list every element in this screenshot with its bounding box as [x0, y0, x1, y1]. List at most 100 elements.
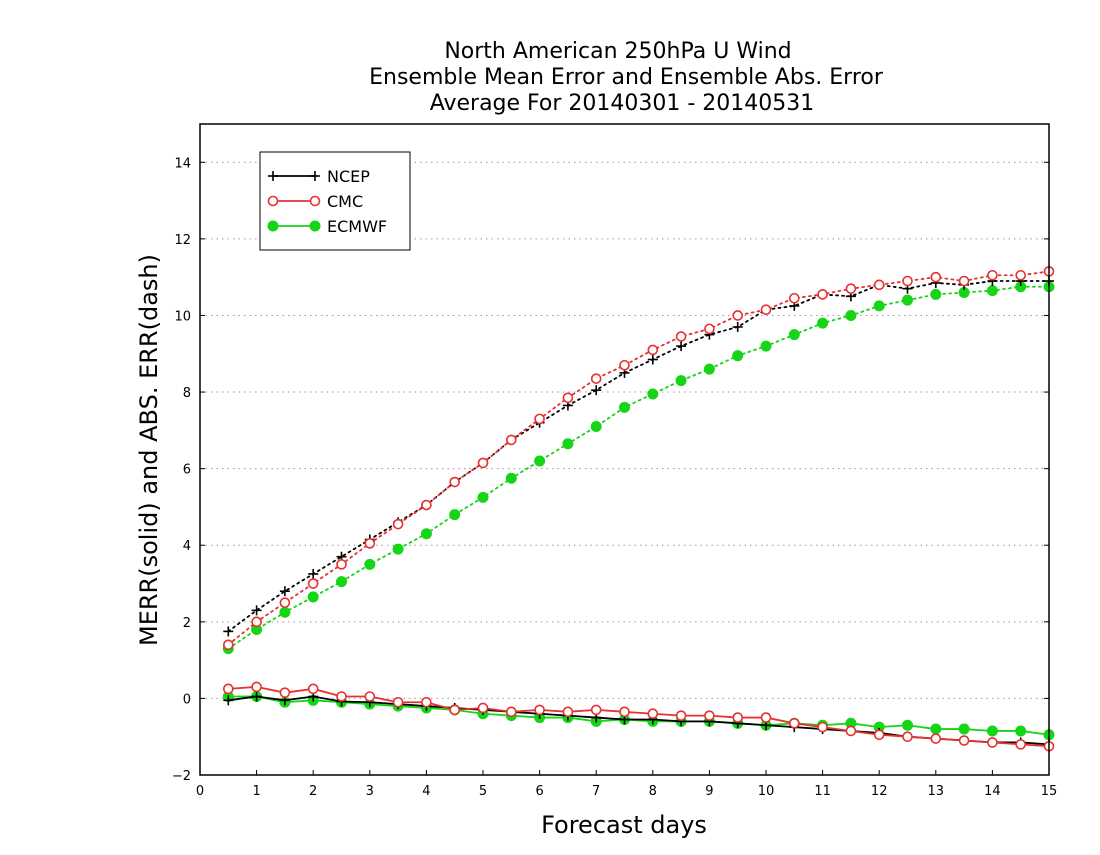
y-tick-label: 8 — [183, 386, 191, 401]
x-tick-label: 14 — [984, 784, 1001, 799]
merr-point-cmc — [873, 729, 885, 741]
y-tick-label: 12 — [174, 233, 191, 248]
abs-err-point-cmc — [930, 271, 942, 283]
abs-err-point-ecmwf — [364, 558, 376, 570]
merr-point-cmc — [817, 721, 828, 733]
abs-err-point-ncep — [732, 321, 743, 332]
abs-err-point-cmc — [873, 279, 885, 291]
merr-point-cmc — [364, 691, 376, 702]
abs-err-point-cmc — [619, 359, 630, 371]
title-line-2: Ensemble Mean Error and Ensemble Abs. Er… — [369, 65, 884, 90]
merr-point-cmc — [647, 708, 659, 720]
abs-err-point-ecmwf — [788, 329, 800, 341]
legend-marker-ncep — [268, 171, 278, 181]
x-tick-label: 12 — [871, 784, 888, 799]
x-axis-label: Forecast days — [541, 811, 707, 839]
abs-err-point-cmc — [1015, 269, 1027, 281]
abs-err-point-ecmwf — [392, 543, 404, 555]
plot-frame — [199, 123, 1050, 776]
legend-marker-ecmwf — [309, 220, 321, 232]
merr-point-cmc — [505, 706, 517, 718]
abs-err-point-cmc — [732, 310, 744, 321]
x-tick-label: 15 — [1041, 784, 1058, 799]
x-tick-label: 9 — [705, 784, 713, 799]
abs-err-point-ecmwf — [619, 401, 630, 413]
abs-err-point-ecmwf — [760, 340, 772, 352]
merr-point-cmc — [336, 691, 347, 702]
merr-point-cmc — [902, 731, 913, 743]
abs-err-point-cmc — [251, 616, 262, 628]
merr-point-cmc — [788, 718, 800, 729]
abs-err-point-ncep — [676, 341, 687, 352]
legend-marks — [267, 171, 321, 232]
abs-err-point-ecmwf — [817, 317, 829, 329]
merr-point-cmc — [534, 704, 545, 716]
merr-point-ncep — [223, 695, 234, 706]
merr-point-cmc — [590, 704, 602, 716]
x-tick-label: 10 — [758, 784, 775, 799]
merr-point-cmc — [704, 710, 715, 721]
x-tick-label: 1 — [252, 784, 260, 799]
abs-err-point-ecmwf — [845, 309, 857, 321]
abs-err-point-ecmwf — [449, 509, 461, 521]
abs-err-point-cmc — [590, 373, 602, 384]
x-tick-label: 4 — [422, 784, 430, 799]
merr-point-cmc — [223, 683, 234, 695]
abs-err-point-ncep — [591, 385, 602, 396]
merr-point-cmc — [307, 683, 319, 695]
x-tick-label: 8 — [649, 784, 657, 799]
merr-point-cmc — [1015, 739, 1027, 750]
abs-err-point-cmc — [336, 559, 347, 570]
y-tick-label: 14 — [174, 156, 191, 171]
abs-err-point-ecmwf — [279, 606, 291, 618]
y-tick-label: −2 — [172, 769, 191, 784]
abs-err-point-ecmwf — [902, 294, 913, 306]
x-tick-label: 11 — [814, 784, 831, 799]
title-line-3: Average For 20140301 - 20140531 — [430, 91, 815, 116]
abs-err-point-ncep — [279, 586, 290, 597]
merr-point-cmc — [562, 706, 574, 718]
x-tick-label: 2 — [309, 784, 317, 799]
abs-err-point-cmc — [364, 538, 376, 549]
abs-err-point-ecmwf — [930, 288, 942, 300]
abs-err-point-cmc — [987, 269, 998, 281]
merr-point-cmc — [251, 681, 262, 693]
abs-err-point-cmc — [675, 331, 687, 342]
abs-err-point-ecmwf — [307, 591, 319, 603]
merr-point-cmc — [619, 706, 630, 718]
abs-err-point-cmc — [647, 344, 659, 356]
abs-err-point-cmc — [760, 304, 772, 316]
abs-err-point-cmc — [223, 639, 234, 651]
x-tick-label: 6 — [535, 784, 543, 799]
merr-point-ncep — [251, 691, 262, 702]
merr-point-cmc — [987, 737, 998, 748]
merr-line-cmc — [228, 686, 1050, 748]
abs-err-point-cmc — [449, 476, 461, 488]
legend-marker-ncep — [310, 171, 320, 181]
merr-point-cmc — [930, 733, 942, 744]
abs-err-point-cmc — [958, 275, 970, 287]
merr-point-ecmwf — [958, 723, 970, 735]
abs-err-line-ncep — [227, 280, 1050, 633]
abs-err-point-cmc — [817, 289, 828, 300]
merr-point-ecmwf — [902, 719, 913, 731]
abs-err-point-cmc — [477, 457, 489, 469]
abs-err-point-ecmwf — [590, 421, 602, 433]
y-tick-label: 0 — [183, 692, 191, 707]
legend-label-ecmwf: ECMWF — [327, 217, 387, 236]
legend-marker-cmc — [309, 195, 321, 207]
merr-point-ecmwf — [1015, 725, 1027, 737]
merr-point-cmc — [449, 704, 461, 716]
chart-title: North American 250hPa U Wind Ensemble Me… — [369, 39, 884, 116]
merr-point-cmc — [421, 696, 432, 708]
legend-label-cmc: CMC — [327, 192, 363, 211]
abs-err-point-ecmwf — [505, 472, 517, 484]
legend-label-ncep: NCEP — [327, 167, 370, 186]
x-tick-label: 3 — [366, 784, 374, 799]
x-tick-label: 5 — [479, 784, 487, 799]
abs-err-point-ncep — [647, 354, 658, 365]
abs-err-point-ecmwf — [562, 438, 574, 450]
